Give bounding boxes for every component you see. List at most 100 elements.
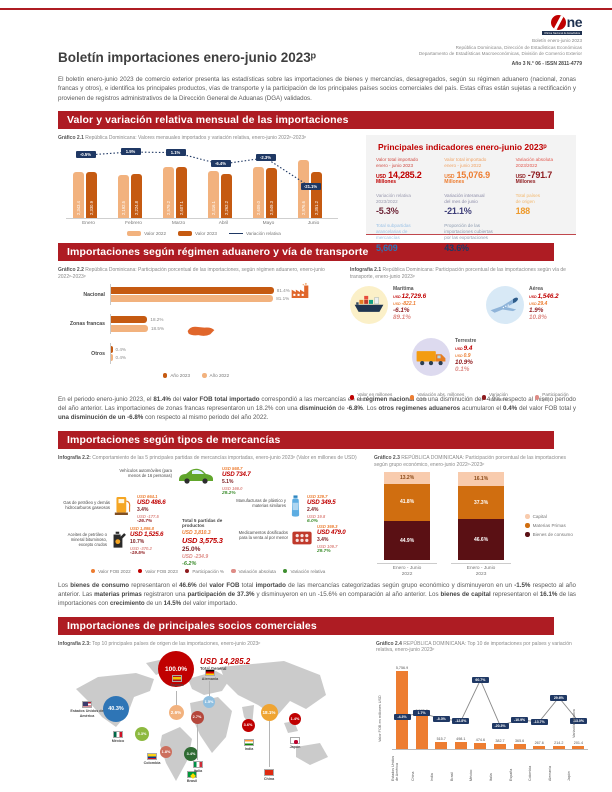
x-category-label: Colombia (528, 765, 533, 782)
legend-item: Materias Primas (525, 523, 573, 528)
legend-item: Capital (525, 514, 573, 519)
country-label-cn: China (260, 769, 278, 781)
bar: 2,416.1 (208, 170, 219, 218)
bar-value-label: 515.7 (436, 737, 446, 742)
indicator-value: 43.6% (444, 242, 469, 253)
participation: 3.4% (317, 537, 329, 544)
one-logo-text: ne (566, 14, 583, 30)
legend-swatch (481, 395, 486, 400)
caption-text: Comportamiento de las 5 principales part… (92, 454, 357, 461)
transport-value: USD 12,729.6 (393, 293, 427, 301)
line-value-label: -13.0% (569, 718, 587, 725)
country-circle-it: 2.7% (190, 710, 204, 724)
caption-prefix: Gráfico 2.2 (58, 266, 84, 273)
world-map-infographic: 100.0%USD 14,285.2Total General40.3%Esta… (58, 651, 358, 792)
rel-variation: -19.5% (130, 550, 146, 556)
legend-label: Capital (532, 513, 547, 519)
legend-label: Variación relativa (290, 568, 326, 574)
legend-label: Año 2023 (170, 372, 190, 378)
rel-variation: -26.7% (137, 518, 153, 524)
legend-label: Participación % (192, 568, 224, 574)
caption-text: República Dominicana: Participación porc… (58, 266, 325, 280)
bar: 2,579.2 (163, 167, 174, 218)
product-label: Aceites de petróleo o mineral bituminoso… (67, 531, 107, 548)
g22-chart: Nacional 81.4% 81.1% Zonas francas 18.2% 18.5… (58, 283, 334, 378)
legend-label: Valor 2023 (195, 230, 217, 236)
legend-swatch (228, 232, 243, 234)
line-value-label: -2.3% (255, 153, 276, 161)
figure-i21: Infografía 2.1 República Dominicana: Par… (350, 266, 576, 402)
top-divider (0, 8, 612, 10)
section-header-mercancias: Importaciones según tipos de mercancías (58, 430, 554, 449)
currency-prefix: USD (444, 174, 456, 181)
bar: 2,192.5 (118, 174, 129, 218)
month-label: Abril (218, 220, 229, 226)
participation: 2.4% (307, 507, 319, 514)
country-name: México (111, 739, 125, 744)
line-value-label: -10.9% (511, 717, 529, 724)
bar: 2,343.4 (73, 171, 84, 218)
country-name: España (170, 683, 184, 688)
x-category-label: Italia (488, 773, 493, 782)
country-label-jp: Japón (286, 737, 304, 749)
header: Boletín importaciones enero-junio 2023ᵖ … (58, 14, 583, 67)
indicator-label: Valor total importado enero - junio 2023 (376, 156, 419, 168)
transport-values: Terrestre USD 9.4 USD 0.9 10.9% 0.1% (455, 338, 476, 376)
product-values: USD 664.1 USD 486.6 3.4% USD -177.5 -26.7% (137, 493, 166, 526)
de-flag-icon (205, 669, 215, 677)
leader-line (197, 724, 198, 761)
legend-item: Bienes de consumo (525, 532, 573, 537)
transport-mode-label: Marítima (393, 286, 414, 293)
product-label: Gas de petróleo y demás hidrocarburos ga… (63, 499, 110, 510)
fob-2022: USD 664.1 (137, 493, 158, 499)
legend-item: Valor en millones USD (350, 392, 402, 402)
legend-swatch (525, 523, 530, 528)
month-label: Junio (307, 220, 320, 226)
caption-text: Top 10 principales países de origen de l… (92, 640, 261, 647)
category-label: Enero - Junio 2022 (377, 563, 438, 578)
airplane-icon (489, 295, 521, 316)
product-label: Medicamentos dosificados para la venta a… (238, 529, 288, 540)
es-flag-icon (172, 675, 182, 683)
caption-prefix: Infografía 2.2: (58, 454, 91, 461)
currency-prefix: USD (529, 301, 538, 306)
cargo-ship-icon (353, 295, 385, 316)
bar-value-label: 267.6 (534, 740, 544, 745)
legend: Año 2023 Año 2022 (58, 373, 334, 378)
rel-variation: -6.2% (182, 560, 197, 567)
line-value-label: -8.3% (432, 715, 450, 722)
country-circle-es: 2.6% (168, 704, 184, 720)
bar-value-label: 201.4 (573, 741, 583, 746)
fob-2022: USD 3,810.3 (182, 529, 211, 536)
bar (494, 743, 506, 750)
us-flag-icon (82, 701, 92, 709)
month-label: Enero (82, 220, 95, 226)
legend-item: Participación (%) (534, 392, 576, 402)
country-name: Colombia (143, 761, 161, 766)
figure-caption: Gráfico 2.4 REPÚBLICA DOMINICANA: Top 10… (376, 641, 576, 655)
caption-prefix: Infografía 2.1 (350, 266, 382, 273)
bar (454, 742, 467, 750)
category-label: Otros (91, 350, 105, 357)
figure-i22: Infografía 2.2: Comportamiento de las 5 … (58, 455, 358, 575)
pills-icon (291, 530, 313, 546)
bar (435, 742, 448, 750)
month-label: Marzo (171, 220, 186, 226)
bar-value-label: 5,756.9 (395, 666, 409, 671)
g21-legend: Valor 2022 Valor 2023 Variación relativa (58, 230, 350, 236)
transport-rel-variation: 1.9% (529, 306, 544, 314)
header-meta-line: Departamento de Estadísticas Macroeconóm… (418, 51, 582, 57)
x-category-label: Japón (567, 771, 572, 782)
gas-pump-icon (114, 494, 132, 518)
bar (513, 744, 526, 750)
caption-text: REPÚBLICA DOMINICANA: Top 10 de importac… (376, 640, 572, 654)
segment-Materias Primas: 41.8% (384, 483, 431, 521)
currency-prefix: USD (393, 295, 402, 300)
g21-chart: 2,343.4 2,330.9 2,192.5 2,224.8 2,579.2 2,607… (58, 146, 350, 236)
legend-label: Materias Primas (532, 522, 566, 528)
transport-circle (350, 286, 388, 325)
product-label: Vehículos automóviles (para menos de 16 … (119, 467, 172, 478)
bar (396, 671, 408, 750)
bar (111, 286, 274, 294)
legend-label: Valor 2022 (144, 230, 167, 236)
